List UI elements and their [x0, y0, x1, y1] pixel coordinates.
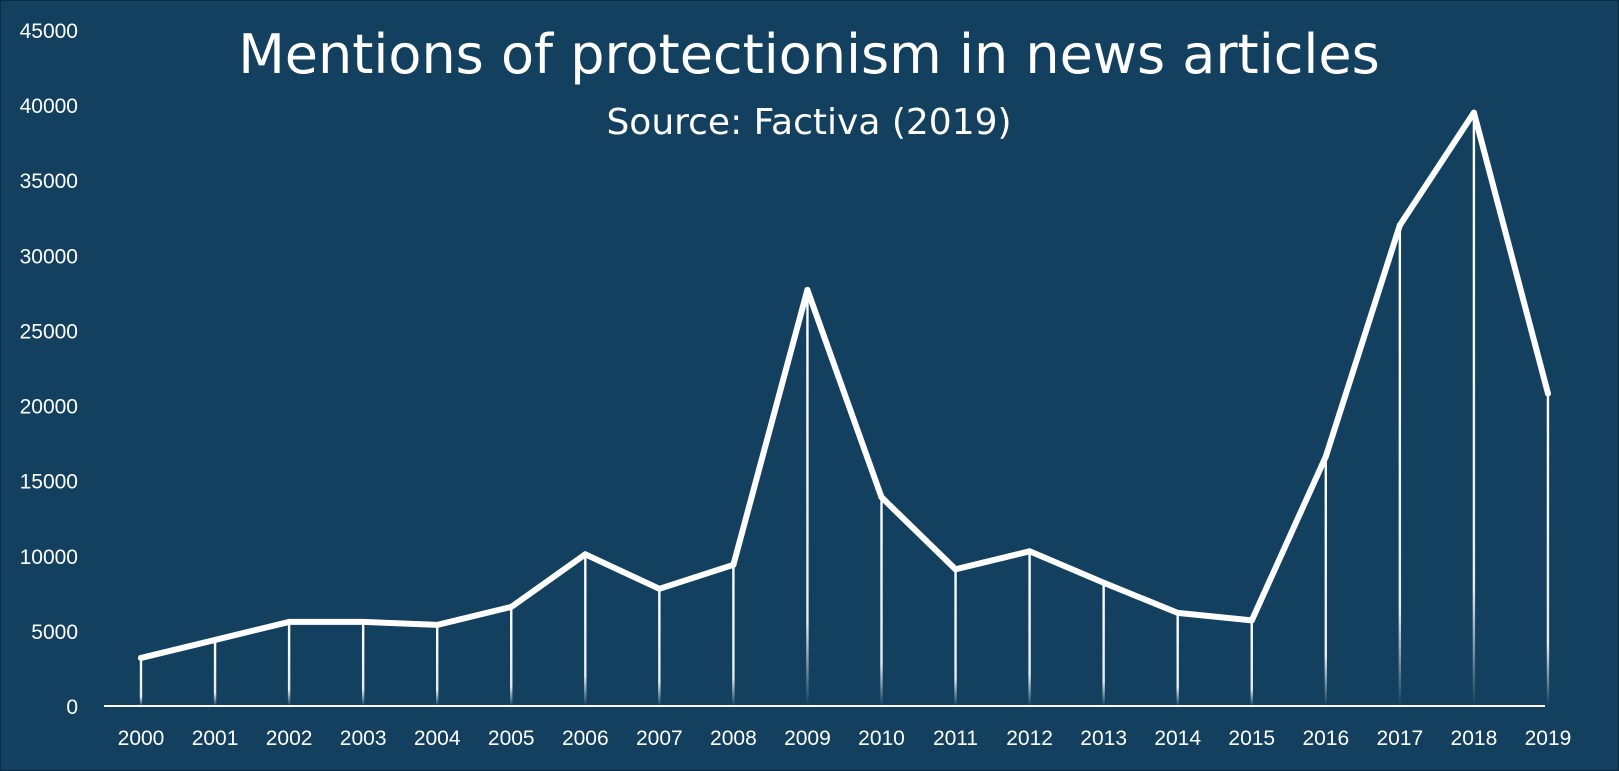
chart-title: Mentions of protectionism in news articl…	[238, 23, 1380, 86]
x-tick-label: 2016	[1302, 727, 1349, 750]
drop-line	[806, 289, 809, 706]
drop-line	[732, 564, 735, 706]
chart-subtitle: Source: Factiva (2019)	[606, 102, 1011, 143]
drop-line	[1250, 620, 1253, 706]
data-point	[1544, 390, 1551, 397]
x-tick-label: 2013	[1080, 727, 1127, 750]
drop-line	[213, 639, 217, 706]
data-point	[1470, 109, 1477, 116]
x-tick-label: 2017	[1376, 727, 1423, 750]
data-point	[508, 603, 515, 610]
data-point	[212, 636, 219, 643]
data-point	[1322, 453, 1329, 460]
data-point	[1100, 579, 1107, 586]
drop-line	[139, 657, 143, 706]
drop-line	[658, 588, 661, 706]
drop-line	[954, 569, 957, 706]
y-tick-label: 40000	[20, 95, 78, 118]
data-point	[804, 286, 811, 293]
x-tick-label: 2005	[488, 727, 535, 750]
x-tick-label: 2008	[710, 727, 757, 750]
x-tick-label: 2003	[340, 727, 387, 750]
y-tick-label: 25000	[20, 320, 78, 343]
drop-line	[584, 554, 587, 706]
drop-line	[436, 624, 439, 706]
drop-line	[1176, 612, 1179, 706]
drop-lines	[139, 112, 1550, 707]
x-tick-label: 2018	[1451, 727, 1498, 750]
x-tick-label: 2007	[636, 727, 683, 750]
data-point	[952, 566, 959, 573]
x-tick-label: 2011	[933, 727, 978, 750]
drop-line	[1472, 112, 1476, 707]
drop-line	[1324, 456, 1327, 706]
x-tick-label: 2019	[1525, 727, 1572, 750]
drop-line	[1102, 582, 1105, 706]
y-tick-label: 5000	[31, 621, 78, 644]
data-point	[1026, 548, 1033, 555]
data-point	[360, 618, 367, 625]
y-tick-label: 15000	[20, 471, 78, 494]
x-tick-label: 2002	[266, 727, 313, 750]
x-tick-label: 2006	[562, 727, 609, 750]
drop-line	[1546, 393, 1550, 706]
data-point	[730, 561, 737, 568]
data-point	[138, 654, 144, 661]
x-tick-label: 2014	[1154, 727, 1201, 750]
data-point	[878, 494, 885, 501]
drop-line	[1028, 551, 1031, 706]
x-tick-label: 2000	[118, 727, 165, 750]
y-tick-label: 20000	[20, 396, 78, 419]
y-tick-label: 45000	[20, 20, 78, 43]
data-point	[582, 551, 589, 558]
drop-line	[1398, 225, 1402, 707]
x-tick-label: 2015	[1228, 727, 1275, 750]
x-tick-label: 2010	[858, 727, 905, 750]
x-axis: 2000 2001 2002 2003 2004 2005 2006 2007 2008 2009…	[118, 727, 1572, 750]
x-tick-label: 2009	[784, 727, 831, 750]
series-line	[138, 109, 1551, 661]
data-point	[1248, 617, 1255, 624]
y-tick-label: 10000	[20, 546, 78, 569]
data-point	[286, 618, 293, 625]
data-point	[1396, 222, 1403, 229]
y-tick-label: 0	[66, 696, 78, 719]
drop-line	[361, 621, 365, 706]
drop-line	[880, 497, 883, 706]
y-axis: 0 5000 10000 15000 20000 25000 30000 35000 40000…	[20, 20, 78, 719]
x-tick-label: 2012	[1006, 727, 1053, 750]
data-point	[656, 585, 663, 592]
x-tick-label: 2001	[192, 727, 239, 750]
x-tick-label: 2004	[414, 727, 461, 750]
drop-line	[510, 606, 513, 706]
series-path	[138, 109, 1551, 661]
data-point	[1174, 609, 1181, 616]
y-tick-label: 35000	[20, 170, 78, 193]
data-point	[434, 621, 441, 628]
drop-line	[287, 621, 291, 706]
y-tick-label: 30000	[20, 245, 78, 268]
